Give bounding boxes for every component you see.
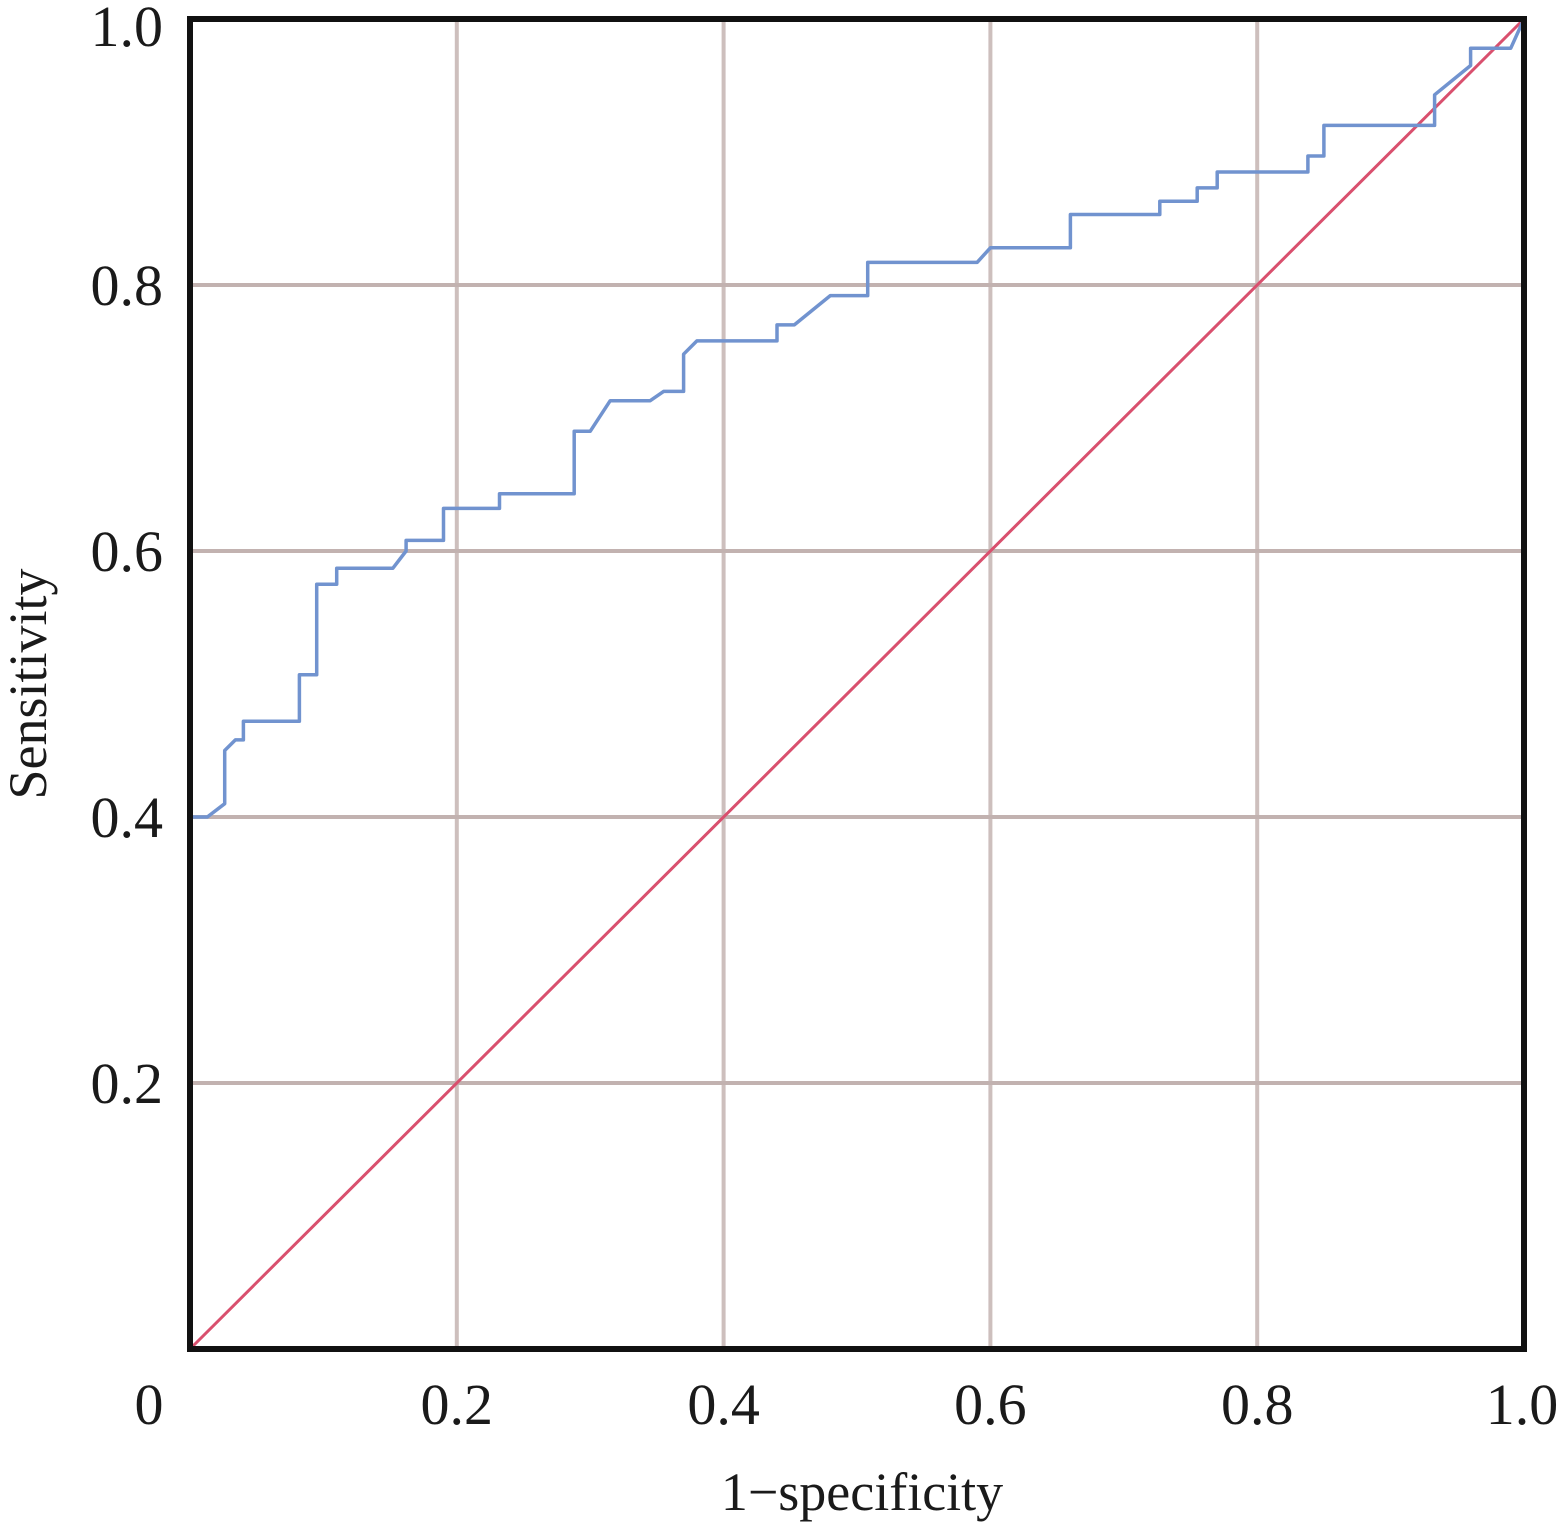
- y-tick-label: 0.8: [91, 253, 164, 318]
- x-tick-label: 1.0: [1486, 1372, 1559, 1437]
- grid-lines: [190, 19, 1524, 1349]
- series-layer: [188, 17, 1526, 1351]
- x-tick-label: 0.2: [421, 1372, 494, 1437]
- x-tick-label: 0: [135, 1372, 164, 1437]
- x-tick-labels: 0 0.2 0.4 0.6 0.8 1.0: [135, 1372, 1559, 1437]
- y-tick-label: 0.4: [91, 785, 164, 850]
- y-axis-label: Sensitivity: [0, 568, 58, 799]
- x-tick-label: 0.6: [954, 1372, 1027, 1437]
- y-tick-label: 0.2: [91, 1051, 164, 1116]
- reference-diagonal-line: [188, 17, 1526, 1351]
- x-tick-label: 0.4: [687, 1372, 760, 1437]
- plot-frame: [187, 16, 1527, 1352]
- roc-curve-line: [188, 17, 1526, 819]
- y-tick-label: 0.6: [91, 519, 164, 584]
- x-tick-label: 0.8: [1221, 1372, 1294, 1437]
- y-tick-labels: 0.2 0.4 0.6 0.8 1.0: [91, 0, 164, 1116]
- y-tick-label: 1.0: [91, 0, 164, 59]
- x-axis-label: 1−specificity: [721, 1462, 1003, 1522]
